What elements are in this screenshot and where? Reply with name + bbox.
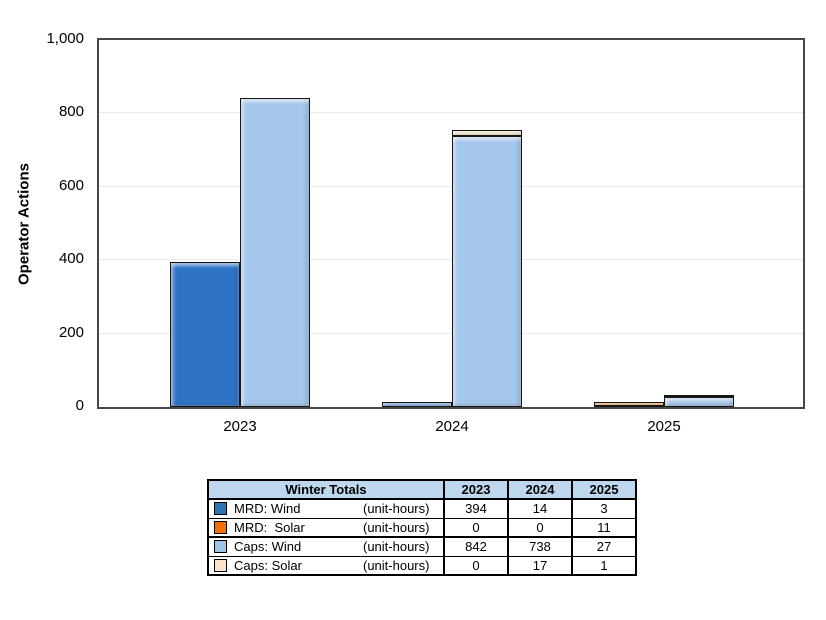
x-category-label: 2023	[223, 418, 257, 435]
value-cell: 17	[507, 555, 573, 576]
value-cell: 0	[443, 517, 509, 538]
series-unit: (unit-hours)	[358, 555, 445, 576]
bar-segment-mrd-wind	[170, 262, 240, 407]
series-unit: (unit-hours)	[358, 517, 445, 538]
table-row: Caps: Wind (unit-hours) 842 738 27	[207, 536, 637, 557]
series-label-cell: MRD: Solar	[207, 517, 358, 538]
table-body: MRD: Wind (unit-hours) 394 14 3 MRD: Solar (un…	[207, 498, 637, 576]
year-header: 2025	[571, 479, 637, 500]
value-cell: 394	[443, 498, 509, 519]
bar-segment-caps-wind	[240, 98, 310, 407]
value-cell: 27	[571, 536, 637, 557]
table-row: MRD: Wind (unit-hours) 394 14 3	[207, 498, 637, 519]
table-row: Caps: Solar (unit-hours) 0 17 1	[207, 555, 637, 576]
bar-segment-caps-solar	[452, 130, 522, 136]
x-axis-labels: 2023 2024 2025	[0, 417, 826, 439]
bar-segment-caps-wind	[664, 397, 734, 407]
bar-segment-caps-solar	[664, 395, 734, 397]
series-label: Caps: Wind	[234, 539, 302, 555]
winter-totals-table: Winter Totals 2023 2024 2025 MRD: Wind (uni…	[207, 479, 637, 576]
x-category-label: 2024	[435, 418, 469, 435]
value-cell: 11	[571, 517, 637, 538]
series-swatch	[214, 502, 227, 516]
series-label-cell: Caps: Solar	[207, 555, 358, 576]
y-tick-label: 600	[58, 176, 84, 194]
y-tick-label: 1,000	[46, 30, 84, 47]
year-header: 2023	[443, 479, 509, 500]
gridline	[99, 112, 803, 114]
y-tick-label: 0	[75, 397, 84, 414]
series-label: MRD: Solar	[234, 519, 305, 535]
series-label-cell: Caps: Wind	[207, 536, 358, 557]
gridline	[99, 259, 803, 261]
series-swatch	[214, 540, 227, 554]
value-cell: 14	[507, 498, 573, 519]
value-cell: 0	[507, 517, 573, 538]
value-cell: 0	[443, 555, 509, 576]
bar-segment-mrd-wind	[382, 402, 452, 407]
series-swatch	[214, 520, 227, 534]
series-label-cell: MRD: Wind	[207, 498, 358, 519]
table-title: Winter Totals	[207, 479, 445, 500]
value-cell: 738	[507, 536, 573, 557]
series-unit: (unit-hours)	[358, 536, 445, 557]
gridline	[99, 185, 803, 187]
y-axis-ticks: 0 200 400 600 800 1,000	[0, 30, 88, 414]
plot-area	[97, 38, 805, 409]
series-unit: (unit-hours)	[358, 498, 445, 519]
table-row: MRD: Solar (unit-hours) 0 0 11	[207, 517, 637, 538]
value-cell: 1	[571, 555, 637, 576]
series-label: MRD: Wind	[234, 501, 301, 517]
x-category-label: 2025	[647, 418, 681, 435]
bar-segment-caps-wind	[452, 136, 522, 407]
table-header-row: Winter Totals 2023 2024 2025	[207, 479, 637, 500]
y-tick-label: 200	[58, 323, 84, 341]
gridline	[99, 332, 803, 334]
value-cell: 842	[443, 536, 509, 557]
series-swatch	[214, 558, 227, 572]
y-tick-label: 400	[58, 250, 84, 268]
value-cell: 3	[571, 498, 637, 519]
y-tick-label: 800	[58, 103, 84, 121]
series-label: Caps: Solar	[234, 557, 302, 573]
year-header: 2024	[507, 479, 573, 500]
bar-segment-mrd-solar	[594, 402, 664, 406]
winter-totals-table-wrap: Winter Totals 2023 2024 2025 MRD: Wind (uni…	[207, 479, 637, 576]
